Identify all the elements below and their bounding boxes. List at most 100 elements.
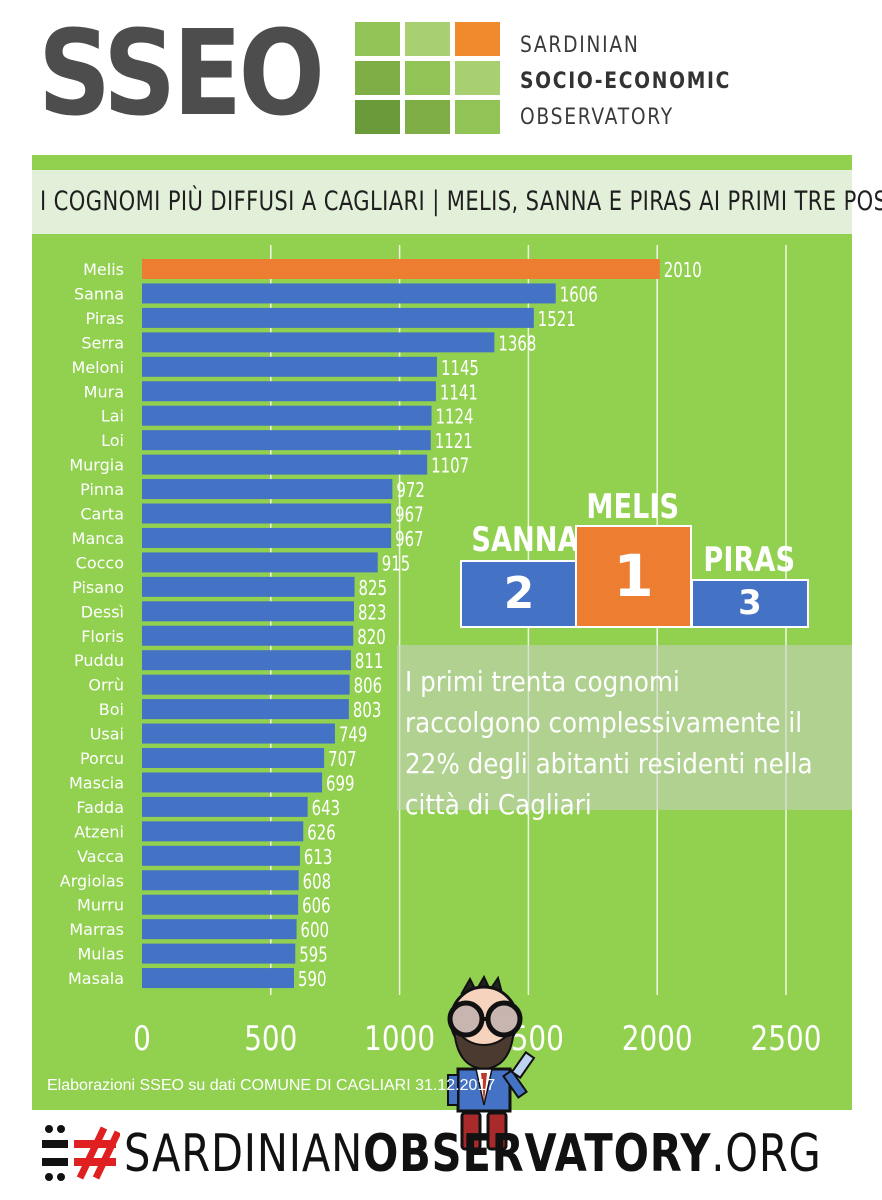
- infographic-panel: I COGNOMI PIÙ DIFFUSI A CAGLIARI | MELIS…: [32, 155, 882, 1151]
- value-label: 1141: [440, 380, 478, 404]
- value-label: 608: [303, 869, 332, 893]
- logo-grid-cell: [405, 100, 450, 134]
- bar-serra: [142, 332, 495, 353]
- value-label: 1368: [498, 331, 536, 355]
- value-label: 915: [382, 551, 411, 575]
- category-label: Manca: [72, 529, 124, 548]
- org-line-1: SARDINIAN: [520, 33, 640, 58]
- value-label: 972: [396, 478, 425, 502]
- bar-cocco: [142, 552, 378, 573]
- org-line-2: SOCIO-ECONOMIC: [520, 69, 732, 94]
- value-label: 825: [359, 576, 388, 600]
- podium-third-rank: 3: [738, 583, 762, 623]
- bar-argiolas: [142, 870, 299, 891]
- category-label: Argiolas: [60, 871, 124, 890]
- value-label: 811: [355, 649, 384, 673]
- value-label: 967: [395, 527, 424, 551]
- value-label: 1145: [441, 356, 479, 380]
- podium-second-name: SANNA: [471, 520, 579, 560]
- bar-mura: [142, 381, 436, 402]
- title-band: I COGNOMI PIÙ DIFFUSI A CAGLIARI | MELIS…: [32, 170, 882, 234]
- bar-pisano: [142, 576, 355, 597]
- value-label: 590: [298, 967, 327, 991]
- value-label: 1121: [435, 429, 473, 453]
- value-label: 699: [326, 771, 355, 795]
- value-label: 1521: [538, 307, 576, 331]
- value-label: 643: [312, 796, 341, 820]
- logo-grid-cell: [355, 61, 400, 95]
- value-label: 606: [302, 894, 331, 918]
- bar-melis: [142, 259, 660, 279]
- category-label: Melis: [83, 260, 124, 279]
- podium-second-block: 2: [460, 560, 578, 628]
- footer: SARDINIANOBSERVATORY.ORG: [40, 1122, 840, 1186]
- bar-meloni: [142, 356, 437, 377]
- bar-orrù: [142, 674, 350, 695]
- value-label: 806: [354, 674, 383, 698]
- bar-manca: [142, 527, 392, 548]
- value-label: 595: [299, 943, 328, 967]
- value-label: 820: [357, 625, 386, 649]
- chart-title: I COGNOMI PIÙ DIFFUSI A CAGLIARI | MELIS…: [40, 186, 882, 217]
- logo-grid-cell: [355, 100, 400, 134]
- bar-marras: [142, 919, 297, 940]
- category-label: Puddu: [74, 651, 124, 670]
- bar-boi: [142, 699, 349, 720]
- bar-loi: [142, 430, 431, 451]
- category-label: Piras: [86, 309, 124, 328]
- logo-grid-cell: [405, 22, 450, 56]
- value-label: 707: [328, 747, 357, 771]
- podium-second-rank: 2: [503, 568, 535, 619]
- logo-grid-cell: [455, 100, 500, 134]
- footer-text-part3: .ORG: [711, 1124, 822, 1184]
- value-label: 613: [304, 845, 333, 869]
- value-label: 823: [358, 600, 387, 624]
- data-source-note: Elaborazioni SSEO su dati COMUNE DI CAGL…: [47, 1077, 496, 1094]
- category-label: Fadda: [76, 798, 124, 817]
- bar-sanna: [142, 283, 556, 304]
- sseo-logo: SSEO: [38, 4, 325, 142]
- category-label: Cocco: [76, 553, 124, 572]
- category-label: Floris: [81, 627, 124, 646]
- organization-name: SARDINIAN SOCIO-ECONOMIC OBSERVATORY: [520, 28, 768, 136]
- value-label: 749: [339, 723, 368, 747]
- bar-atzeni: [142, 821, 304, 842]
- bar-carta: [142, 503, 392, 524]
- sardinian-observatory-symbol-icon: [42, 1125, 120, 1181]
- category-label: Vacca: [77, 847, 124, 866]
- note-text: I primi trenta cognomi raccolgono comple…: [405, 665, 813, 821]
- value-label: 967: [395, 503, 424, 527]
- category-label: Lai: [101, 407, 124, 426]
- bar-murru: [142, 894, 299, 915]
- podium-first-rank: 1: [613, 542, 654, 610]
- bar-masala: [142, 968, 294, 989]
- category-label: Serra: [81, 333, 124, 352]
- logo-grid-cell: [355, 22, 400, 56]
- bar-murgia: [142, 454, 428, 475]
- category-label: Dessì: [81, 602, 124, 621]
- x-tick-label: 2000: [622, 1019, 693, 1058]
- bar-vacca: [142, 845, 300, 866]
- logo-grid-cell: [455, 61, 500, 95]
- category-label: Orrù: [88, 676, 124, 695]
- category-label: Porcu: [80, 749, 124, 768]
- bar-fadda: [142, 796, 308, 817]
- bar-piras: [142, 307, 534, 328]
- category-label: Loi: [101, 431, 124, 450]
- category-label: Mascia: [69, 773, 124, 792]
- logo-grid-cell: [455, 22, 500, 56]
- category-label: Atzeni: [74, 822, 124, 841]
- x-tick-label: 0: [133, 1019, 151, 1058]
- category-label: Pinna: [80, 480, 124, 499]
- org-line-3: OBSERVATORY: [520, 105, 674, 130]
- bar-floris: [142, 625, 354, 646]
- website-url[interactable]: SARDINIANOBSERVATORY.ORG: [124, 1122, 822, 1186]
- category-label: Marras: [69, 920, 124, 939]
- logo-grid-cell: [405, 61, 450, 95]
- bar-dessì: [142, 601, 355, 622]
- value-label: 1124: [436, 405, 474, 429]
- x-tick-label: 500: [244, 1019, 297, 1058]
- category-label: Usai: [90, 725, 124, 744]
- category-label: Boi: [99, 700, 124, 719]
